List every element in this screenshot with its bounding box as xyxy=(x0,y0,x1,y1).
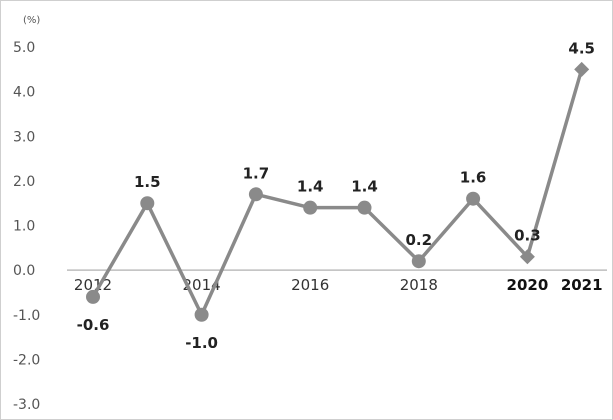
y-tick-label: -1.0 xyxy=(13,308,40,324)
data-label: 1.6 xyxy=(460,169,487,187)
data-label: 1.5 xyxy=(134,173,161,191)
data-label: 4.5 xyxy=(568,39,595,57)
data-point-marker xyxy=(357,200,372,215)
data-point-marker xyxy=(194,307,209,322)
x-tick-label: 2021 xyxy=(561,276,603,294)
series-line-segment xyxy=(417,196,475,263)
data-label: 0.3 xyxy=(514,227,541,245)
data-markers xyxy=(86,61,590,322)
series-line-segment xyxy=(525,67,584,259)
y-tick-label: 1.0 xyxy=(13,219,35,235)
data-label: 1.4 xyxy=(351,178,378,196)
data-point-marker xyxy=(574,61,590,77)
data-point-marker xyxy=(466,191,481,206)
y-tick-label: 3.0 xyxy=(13,129,35,145)
x-tick-label: 2018 xyxy=(400,276,438,294)
series-line-segment xyxy=(254,192,312,210)
y-tick-label: 0.0 xyxy=(13,263,35,279)
data-label: 1.7 xyxy=(243,164,270,182)
y-tick-label: 5.0 xyxy=(13,40,35,56)
data-label: 0.2 xyxy=(406,231,433,249)
x-axis-ticks: 2012 2014 2016 2018 2020 2021 xyxy=(74,276,603,294)
data-label: -1.0 xyxy=(185,334,218,352)
data-labels: -0.6 1.5 -1.0 1.7 1.4 1.4 0.2 1.6 0.3 4.5 xyxy=(77,39,595,351)
x-tick-label: 2016 xyxy=(291,276,329,294)
data-point-marker xyxy=(86,289,100,304)
series-line-segment xyxy=(471,196,530,259)
series-lines xyxy=(91,67,584,317)
y-tick-label: -2.0 xyxy=(13,352,40,368)
y-tick-label: -3.0 xyxy=(13,397,40,413)
data-point-marker xyxy=(303,200,318,215)
series-line-segment xyxy=(362,205,421,263)
y-tick-label: 2.0 xyxy=(13,174,35,190)
data-label: 1.4 xyxy=(297,178,324,196)
series-line-segment xyxy=(199,192,258,317)
data-point-marker xyxy=(411,254,426,269)
y-axis-ticks: 5.0 4.0 3.0 2.0 1.0 0.0 -1.0 -2.0 -3.0 xyxy=(13,40,40,413)
series-line-segment xyxy=(145,201,204,317)
data-point-marker xyxy=(519,249,535,265)
series-line-segment xyxy=(91,201,150,299)
y-tick-label: 4.0 xyxy=(13,85,35,101)
data-point-marker xyxy=(140,196,155,211)
y-unit-label: (%) xyxy=(23,15,40,26)
data-label: -0.6 xyxy=(77,316,110,334)
x-tick-label: 2020 xyxy=(507,276,549,294)
data-point-marker xyxy=(248,187,263,202)
